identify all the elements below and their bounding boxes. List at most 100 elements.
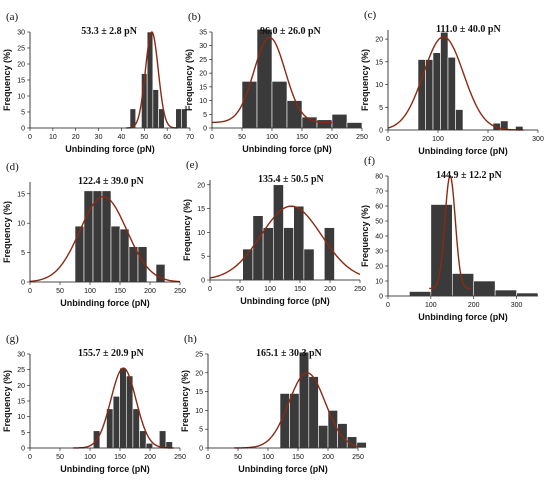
histogram-bar bbox=[119, 367, 127, 449]
histogram-bar bbox=[262, 227, 274, 281]
gaussian-fit-curve bbox=[211, 36, 333, 124]
panel-b: 0 50 100 150 200 250 0 5 10 15 20 25 30 35 Unbinding f… bbox=[184, 11, 368, 154]
y-tick-label: 20 bbox=[197, 182, 205, 189]
y-tick-label: 15 bbox=[199, 84, 207, 91]
y-tick-label: 5 bbox=[201, 254, 205, 261]
histogram-bar bbox=[139, 430, 147, 449]
y-tick-label: 20 bbox=[17, 62, 25, 69]
histogram-bar bbox=[119, 228, 130, 283]
panel-label: (e) bbox=[186, 159, 199, 171]
x-tick-label: 200 bbox=[482, 136, 494, 143]
histogram-bar bbox=[473, 280, 496, 297]
panel-c: 0 100 200 300 0 5 10 15 20 Unbinding force (pN) Fr… bbox=[360, 9, 544, 156]
histogram-bar bbox=[346, 122, 363, 129]
y-tick-label: 20 bbox=[195, 370, 203, 377]
fit-annotation: 53.3 ± 2.8 pN bbox=[81, 26, 138, 37]
histogram-bar bbox=[272, 184, 284, 281]
x-tick-label: 100 bbox=[264, 286, 276, 293]
gaussian-fit-curve bbox=[234, 372, 359, 449]
histogram-bar bbox=[241, 81, 258, 129]
x-tick-label: 200 bbox=[322, 454, 334, 461]
histogram-bar bbox=[430, 204, 453, 297]
panel-f: 0 100 200 300 0 10 20 30 40 50 60 70 80 Unbinding for… bbox=[360, 155, 539, 322]
histogram-bar bbox=[425, 59, 434, 131]
histogram-bar bbox=[432, 52, 441, 131]
x-tick-label: 100 bbox=[84, 288, 96, 295]
y-tick-label: 0 bbox=[21, 280, 25, 287]
histogram-bar bbox=[308, 376, 319, 449]
panel-label: (a) bbox=[6, 11, 19, 23]
histogram-bar bbox=[152, 89, 159, 129]
x-tick-label: 200 bbox=[144, 288, 156, 295]
histogram-bar bbox=[145, 442, 154, 449]
histogram-bar bbox=[409, 291, 432, 297]
y-axis-title: Frequency (%) bbox=[184, 49, 194, 111]
x-axis-title: Unbinding force (pN) bbox=[238, 464, 328, 474]
x-tick-label: 0 bbox=[28, 134, 32, 141]
y-axis-title: Frequency (%) bbox=[360, 205, 370, 267]
histogram-bar bbox=[293, 205, 305, 281]
histogram-bar bbox=[289, 393, 300, 449]
y-tick-label: 0 bbox=[379, 128, 383, 135]
fit-annotation: 155.7 ± 20.9 pN bbox=[78, 348, 145, 359]
x-axis-title: Unbinding force (pN) bbox=[65, 144, 155, 154]
histogram-bar bbox=[455, 109, 464, 131]
fit-annotation: 122.4 ± 39.0 pN bbox=[78, 176, 145, 187]
y-tick-label: 60 bbox=[375, 204, 383, 211]
y-axis-title: Frequency (%) bbox=[2, 370, 12, 432]
y-axis-title: Frequency (%) bbox=[182, 199, 192, 261]
x-tick-label: 250 bbox=[354, 286, 366, 293]
x-tick-label: 200 bbox=[326, 134, 338, 141]
x-tick-label: 150 bbox=[114, 454, 126, 461]
fit-annotation: 144.9 ± 12.2 pN bbox=[436, 170, 503, 181]
y-tick-label: 10 bbox=[375, 279, 383, 286]
x-tick-label: 40 bbox=[118, 134, 126, 141]
histogram-bar bbox=[165, 441, 173, 449]
gaussian-fit-curve bbox=[126, 31, 178, 129]
panel-label: (h) bbox=[184, 333, 197, 345]
x-tick-label: 10 bbox=[49, 134, 57, 141]
panel-label: (c) bbox=[364, 9, 377, 21]
x-tick-label: 150 bbox=[294, 286, 306, 293]
histogram-bar bbox=[132, 408, 140, 449]
x-tick-label: 0 bbox=[28, 454, 32, 461]
y-tick-label: 25 bbox=[199, 57, 207, 64]
x-tick-label: 0 bbox=[386, 302, 390, 309]
axes bbox=[29, 354, 180, 449]
histogram-bar bbox=[447, 56, 456, 131]
x-tick-label: 0 bbox=[210, 134, 214, 141]
histogram-bar bbox=[110, 225, 121, 283]
fit-annotation: 135.4 ± 50.5 pN bbox=[258, 174, 325, 185]
histogram-bar bbox=[92, 190, 103, 283]
y-tick-label: 0 bbox=[203, 126, 207, 133]
x-axis-title: Unbinding force (pN) bbox=[60, 464, 150, 474]
panel-label: (d) bbox=[6, 161, 19, 173]
y-tick-label: 35 bbox=[199, 30, 207, 37]
x-axis-title: Unbinding force (pN) bbox=[418, 312, 508, 322]
histogram-bar bbox=[303, 248, 315, 281]
histogram-bar bbox=[175, 108, 182, 129]
x-axis-title: Unbinding force (pN) bbox=[60, 298, 150, 308]
x-tick-label: 50 bbox=[236, 286, 244, 293]
y-tick-label: 5 bbox=[379, 105, 383, 112]
panel-g: 0 50 100 150 200 250 0 5 10 15 20 25 30 Unbinding for… bbox=[2, 333, 186, 474]
y-tick-label: 30 bbox=[17, 30, 25, 37]
y-tick-label: 20 bbox=[199, 71, 207, 78]
y-tick-label: 25 bbox=[17, 367, 25, 374]
y-tick-label: 15 bbox=[375, 59, 383, 66]
y-tick-label: 30 bbox=[375, 249, 383, 256]
x-tick-label: 150 bbox=[292, 454, 304, 461]
y-tick-label: 10 bbox=[197, 230, 205, 237]
x-tick-label: 50 bbox=[140, 134, 148, 141]
x-tick-label: 30 bbox=[95, 134, 103, 141]
y-tick-label: 15 bbox=[17, 399, 25, 406]
x-tick-label: 0 bbox=[208, 286, 212, 293]
y-tick-label: 15 bbox=[195, 389, 203, 396]
histogram-bar bbox=[283, 227, 294, 281]
y-tick-label: 5 bbox=[21, 430, 25, 437]
y-tick-label: 0 bbox=[379, 294, 383, 301]
y-tick-label: 0 bbox=[199, 446, 203, 453]
y-tick-label: 10 bbox=[195, 408, 203, 415]
y-tick-label: 50 bbox=[375, 219, 383, 226]
